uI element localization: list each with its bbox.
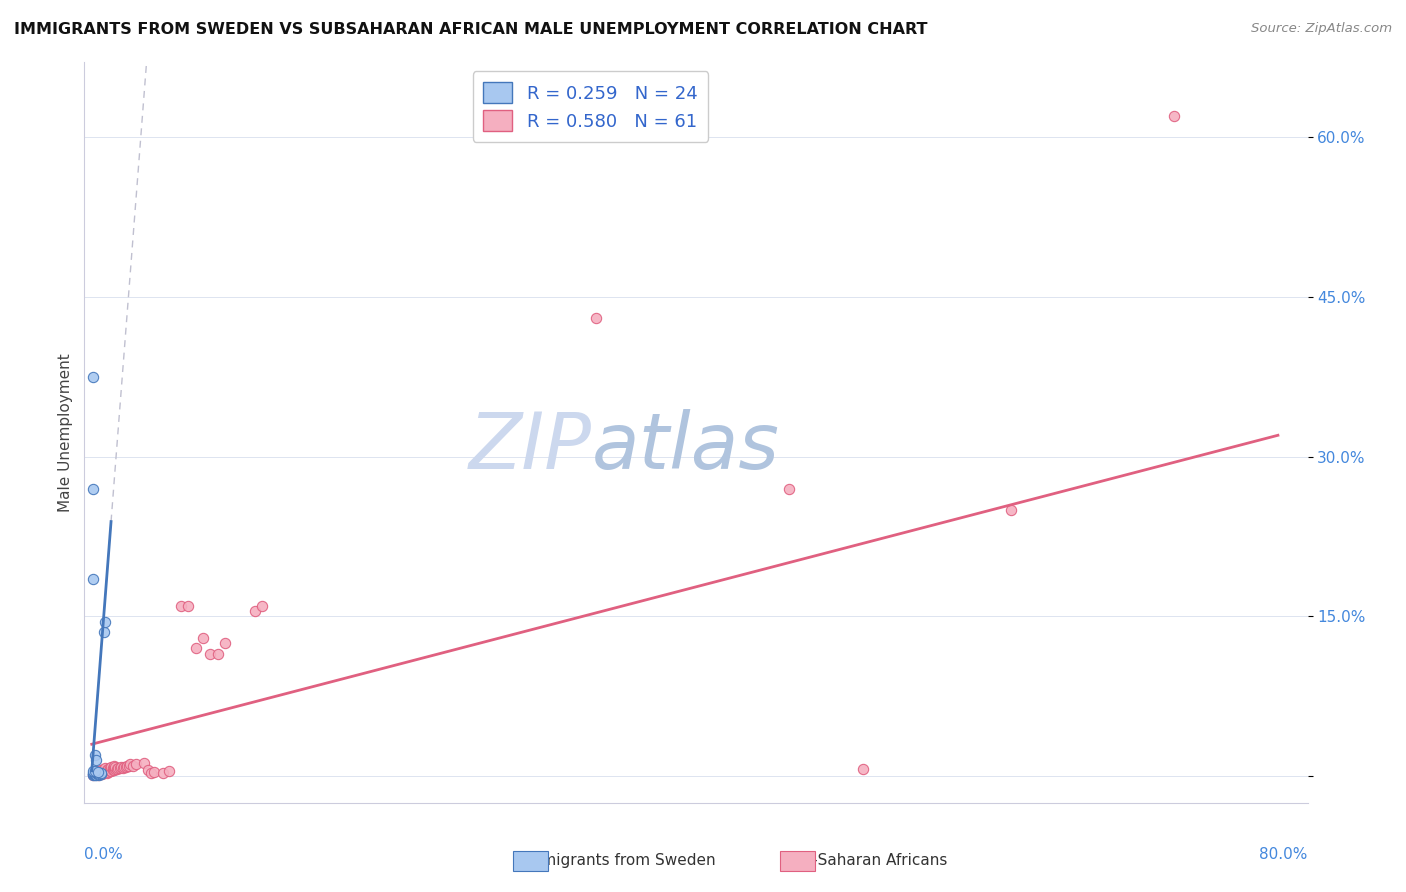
Point	[89, 764, 111, 778]
Point	[89, 768, 111, 782]
Point	[101, 761, 124, 775]
Point	[86, 767, 108, 781]
Point	[170, 599, 193, 613]
Point	[101, 763, 124, 777]
Point	[143, 764, 166, 779]
Point	[252, 599, 274, 613]
Text: ZIP: ZIP	[470, 409, 592, 485]
Point	[108, 761, 131, 775]
Point	[105, 762, 128, 776]
Point	[104, 759, 127, 773]
Point	[852, 762, 875, 776]
Point	[122, 758, 145, 772]
Point	[243, 604, 266, 618]
Point	[112, 759, 135, 773]
Point	[97, 762, 120, 776]
Point	[86, 764, 108, 779]
Text: Source: ZipAtlas.com: Source: ZipAtlas.com	[1251, 22, 1392, 36]
Point	[98, 764, 121, 778]
Point	[82, 766, 104, 780]
Point	[107, 761, 129, 775]
Point	[83, 767, 105, 781]
Point	[98, 761, 121, 775]
Point	[93, 625, 115, 640]
Point	[191, 631, 214, 645]
Point	[94, 764, 117, 779]
Point	[93, 762, 115, 776]
Text: IMMIGRANTS FROM SWEDEN VS SUBSAHARAN AFRICAN MALE UNEMPLOYMENT CORRELATION CHART: IMMIGRANTS FROM SWEDEN VS SUBSAHARAN AFR…	[14, 22, 928, 37]
Point	[82, 764, 104, 778]
Text: Sub-Saharan Africans: Sub-Saharan Africans	[783, 854, 946, 868]
Text: Immigrants from Sweden: Immigrants from Sweden	[522, 854, 716, 868]
Text: atlas: atlas	[592, 409, 780, 485]
Point	[82, 768, 104, 782]
Text: 0.0%: 0.0%	[84, 847, 124, 863]
Point	[82, 482, 104, 496]
Legend: R = 0.259   N = 24, R = 0.580   N = 61: R = 0.259 N = 24, R = 0.580 N = 61	[472, 71, 709, 142]
Point	[100, 764, 122, 778]
Point	[125, 757, 148, 772]
Point	[84, 753, 107, 767]
Point	[96, 766, 118, 780]
Point	[1000, 503, 1022, 517]
Point	[214, 636, 236, 650]
Point	[115, 759, 138, 773]
Point	[117, 758, 139, 772]
Point	[84, 768, 107, 782]
Point	[100, 759, 122, 773]
Point	[111, 761, 134, 775]
Point	[96, 763, 118, 777]
Point	[89, 767, 111, 781]
Point	[90, 766, 112, 780]
Point	[200, 647, 222, 661]
Point	[184, 641, 207, 656]
Point	[94, 761, 117, 775]
Point	[97, 764, 120, 779]
Point	[84, 766, 107, 780]
Point	[778, 482, 800, 496]
Point	[110, 759, 132, 773]
Point	[177, 599, 200, 613]
Point	[93, 766, 115, 780]
Point	[104, 762, 127, 776]
Point	[103, 763, 125, 777]
Point	[83, 768, 105, 782]
Point	[89, 767, 111, 781]
Y-axis label: Male Unemployment: Male Unemployment	[58, 353, 73, 512]
Point	[1163, 109, 1185, 123]
Point	[90, 766, 112, 780]
Point	[91, 767, 114, 781]
Point	[83, 764, 105, 779]
Point	[132, 756, 155, 771]
Point	[207, 647, 229, 661]
Point	[103, 758, 125, 772]
Point	[82, 767, 104, 781]
Point	[94, 615, 117, 629]
Point	[157, 764, 180, 778]
Point	[83, 747, 105, 762]
Text: 80.0%: 80.0%	[1260, 847, 1308, 863]
Point	[91, 764, 114, 778]
Point	[90, 763, 112, 777]
Point	[86, 766, 108, 780]
Point	[86, 768, 108, 782]
Point	[83, 764, 105, 778]
Point	[585, 311, 607, 326]
Point	[86, 764, 108, 779]
Point	[83, 767, 105, 781]
Point	[82, 768, 104, 782]
Point	[120, 757, 142, 772]
Point	[90, 767, 112, 781]
Point	[82, 369, 104, 384]
Point	[82, 572, 104, 586]
Point	[118, 758, 141, 772]
Point	[139, 766, 162, 780]
Point	[152, 766, 174, 780]
Point	[136, 763, 159, 777]
Point	[84, 766, 107, 780]
